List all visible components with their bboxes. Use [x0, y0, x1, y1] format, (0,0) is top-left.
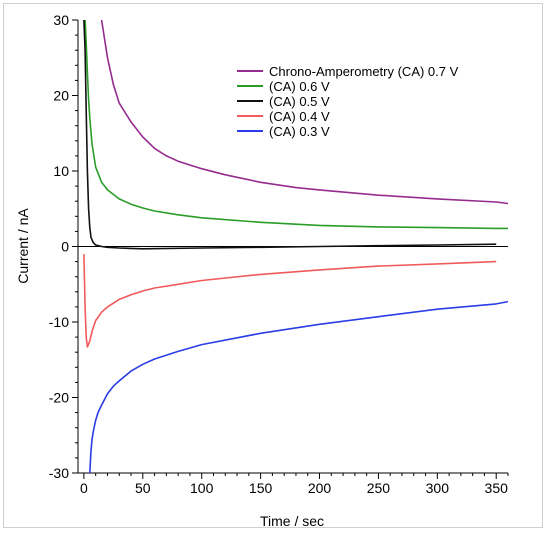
y-tick-label: 20 — [53, 88, 69, 104]
series-line-ca-0-6-v — [84, 19, 508, 230]
legend-label: (CA) 0.6 V — [269, 79, 330, 94]
y-tick-label: -30 — [49, 465, 69, 481]
x-axis-label: Time / sec — [260, 513, 324, 529]
legend-label: (CA) 0.5 V — [269, 94, 330, 109]
x-tick-label: 300 — [426, 480, 450, 496]
series-line-ca-0-4-v — [83, 254, 497, 348]
chart-legend: Chrono-Amperometry (CA) 0.7 V(CA) 0.6 V(… — [237, 64, 459, 139]
y-axis-label: Current / nA — [15, 208, 31, 284]
series-line-ca-0-3-v — [89, 300, 509, 474]
y-tick-label: 0 — [61, 239, 69, 255]
legend-label: Chrono-Amperometry (CA) 0.7 V — [269, 64, 459, 79]
y-tick-label: 10 — [53, 163, 69, 179]
x-tick-label: 350 — [485, 480, 509, 496]
x-tick-label: 0 — [80, 480, 88, 496]
series-line-ca-0-5-v — [83, 19, 497, 250]
series-line-chrono-amperometry-ca-0-7-v — [100, 19, 509, 205]
legend-label: (CA) 0.3 V — [269, 124, 330, 139]
x-tick-label: 250 — [367, 480, 391, 496]
x-tick-label: 150 — [249, 480, 273, 496]
x-tick-label: 100 — [190, 480, 214, 496]
y-tick-label: -10 — [49, 314, 69, 330]
legend-label: (CA) 0.4 V — [269, 109, 330, 124]
x-tick-label: 200 — [308, 480, 332, 496]
y-tick-label: -20 — [49, 390, 69, 406]
series-layer — [83, 19, 509, 474]
y-tick-label: 30 — [53, 12, 69, 28]
x-tick-label: 50 — [135, 480, 151, 496]
